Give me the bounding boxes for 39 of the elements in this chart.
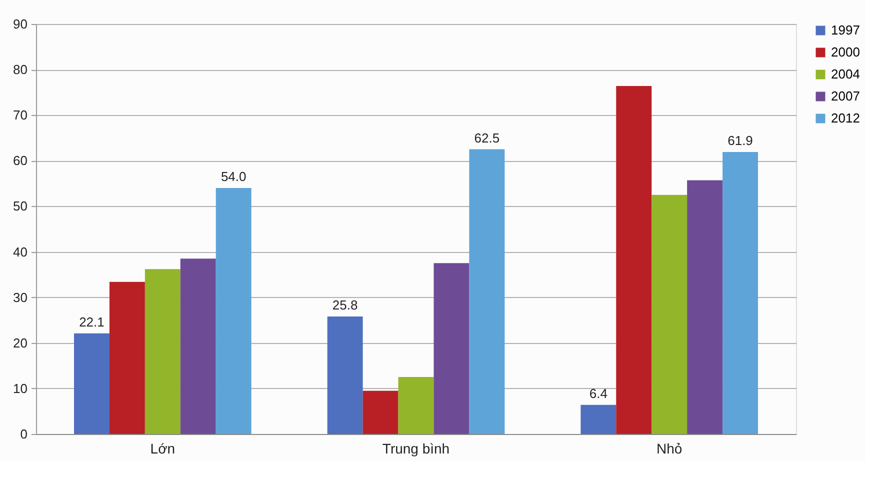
y-tick-label: 0	[20, 426, 28, 442]
y-tick-label: 60	[13, 153, 28, 168]
bar	[580, 404, 616, 434]
data-label: 25.8	[332, 297, 358, 312]
bar	[180, 258, 216, 434]
bar	[722, 152, 758, 434]
y-tick-label: 50	[13, 198, 28, 214]
data-label: 61.9	[728, 133, 753, 148]
bar	[109, 282, 145, 434]
legend-label: 2007	[831, 88, 860, 104]
bar	[74, 333, 110, 434]
y-tick-label: 90	[13, 16, 28, 32]
y-tick-label: 70	[13, 108, 28, 123]
bar	[398, 377, 434, 434]
bar	[144, 269, 180, 434]
bar	[434, 263, 470, 434]
data-label: 54.0	[220, 169, 246, 184]
x-tick-label: Trung bình	[382, 440, 450, 456]
y-tick-label: 10	[13, 380, 28, 396]
y-tick-label: 30	[13, 290, 28, 305]
bar	[469, 149, 505, 434]
bar	[327, 316, 363, 434]
bar	[362, 390, 398, 434]
data-label: 22.1	[79, 314, 104, 330]
legend-label: 2012	[831, 110, 860, 126]
y-tick-label: 20	[13, 335, 28, 350]
legend-label: 2000	[831, 44, 860, 60]
bar	[616, 86, 652, 434]
bar	[652, 194, 688, 434]
legend-label: 2004	[831, 66, 860, 82]
y-tick-label: 40	[13, 244, 28, 260]
x-tick-label: Lớn	[150, 440, 176, 456]
x-tick-label: Nhỏ	[656, 440, 682, 456]
bar	[216, 188, 252, 434]
y-tick-label: 80	[13, 62, 28, 78]
bar	[687, 180, 723, 434]
data-label: 62.5	[474, 130, 500, 146]
data-label: 6.4	[589, 386, 608, 401]
legend-label: 1997	[831, 22, 860, 38]
